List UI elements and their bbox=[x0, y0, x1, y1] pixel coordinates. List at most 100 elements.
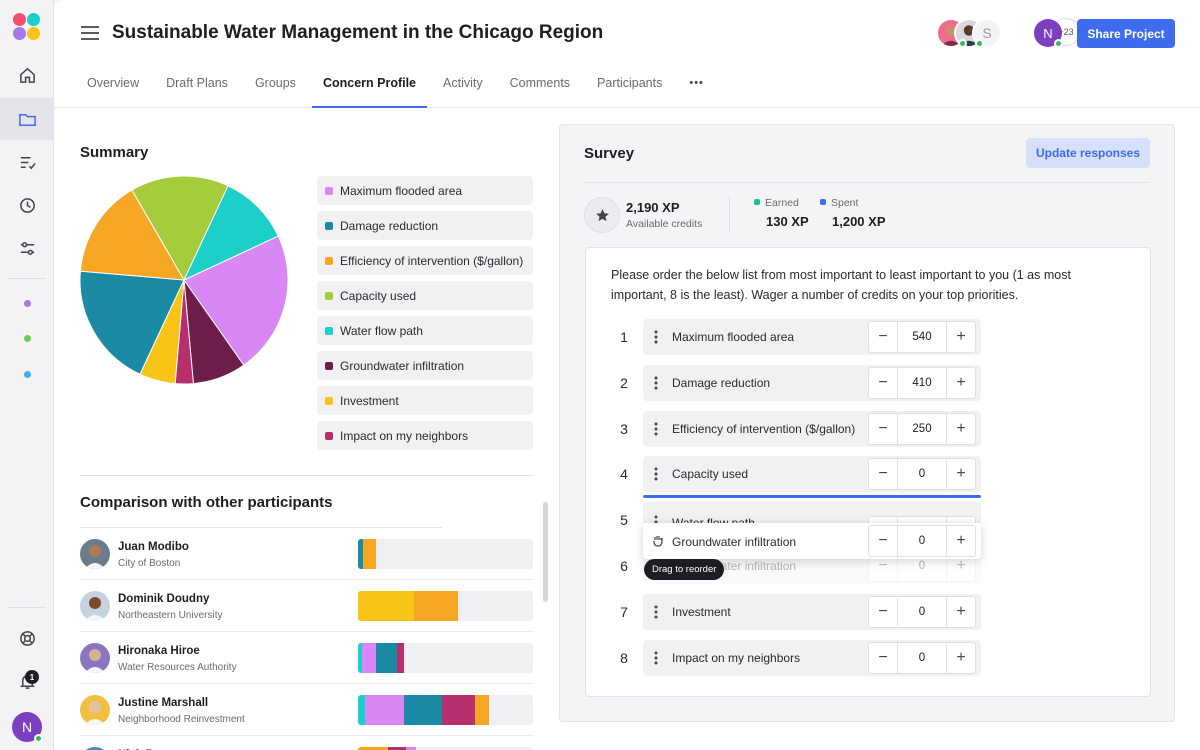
credit-stepper[interactable]: − 0 + bbox=[868, 595, 976, 628]
group-dot-green[interactable] bbox=[24, 335, 31, 342]
drag-handle-icon[interactable] bbox=[653, 514, 659, 524]
legend-item: Impact on my neighbors bbox=[317, 421, 533, 450]
credit-value[interactable]: 0 bbox=[897, 517, 947, 525]
decrement-button[interactable]: − bbox=[878, 648, 888, 666]
drag-handle-icon[interactable] bbox=[653, 329, 659, 345]
decrement-button[interactable]: − bbox=[878, 373, 888, 391]
ranking-card: Please order the below list from most im… bbox=[585, 247, 1151, 697]
credit-value[interactable]: 0 bbox=[897, 551, 947, 581]
credit-stepper[interactable]: − 0 + bbox=[868, 641, 976, 674]
drag-handle-icon[interactable] bbox=[653, 421, 659, 437]
tab-concern-profile[interactable]: Concern Profile bbox=[311, 62, 428, 108]
divider bbox=[729, 197, 730, 233]
update-responses-button[interactable]: Update responses bbox=[1026, 138, 1150, 168]
group-dot-purple[interactable] bbox=[24, 300, 31, 307]
bar-segment bbox=[414, 591, 458, 621]
increment-button[interactable]: + bbox=[956, 532, 966, 549]
credit-value[interactable]: 0 bbox=[897, 459, 947, 490]
bar-segment bbox=[365, 695, 404, 725]
decrement-button[interactable]: − bbox=[878, 465, 888, 483]
participant-row[interactable]: Hironaka Hiroe Water Resources Authority bbox=[80, 632, 534, 684]
scrollbar[interactable] bbox=[543, 502, 548, 602]
credit-value[interactable]: 250 bbox=[897, 413, 947, 444]
drag-tooltip: Drag to reorder bbox=[644, 559, 725, 580]
participant-row[interactable]: Nick B... bbox=[80, 736, 534, 750]
user-initial: N bbox=[21, 719, 33, 735]
online-indicator bbox=[1054, 39, 1063, 48]
credit-stepper[interactable]: − 540 + bbox=[868, 321, 976, 353]
tab-overview[interactable]: Overview bbox=[87, 76, 140, 90]
increment-button[interactable]: + bbox=[956, 328, 966, 345]
credit-stepper[interactable]: − 0 + bbox=[868, 458, 976, 491]
increment-button[interactable]: + bbox=[956, 602, 966, 620]
summary-legend: Maximum flooded area Damage reduction Effi… bbox=[317, 176, 533, 456]
ranking-item[interactable]: Capacity used − 0 + bbox=[643, 456, 981, 493]
participant-row[interactable]: Dominik Doudny Northeastern University bbox=[80, 580, 534, 632]
clock-icon[interactable] bbox=[0, 184, 54, 226]
increment-button[interactable]: + bbox=[956, 648, 966, 666]
credit-value[interactable]: 0 bbox=[897, 596, 947, 627]
decrement-button[interactable]: − bbox=[878, 328, 888, 345]
survey-title: Survey bbox=[584, 145, 635, 162]
credit-stepper[interactable]: − 0 + bbox=[868, 525, 976, 557]
ranking-item[interactable]: Maximum flooded area − 540 + bbox=[643, 319, 981, 355]
participant-row[interactable]: Juan Modibo City of Boston bbox=[80, 528, 534, 580]
credit-stepper[interactable]: − 250 + bbox=[868, 412, 976, 445]
increment-button[interactable]: + bbox=[956, 465, 966, 483]
ranking-item[interactable]: Investment − 0 + bbox=[643, 593, 981, 630]
credit-value[interactable]: 410 bbox=[897, 367, 947, 398]
share-project-button[interactable]: Share Project bbox=[1077, 19, 1175, 48]
bar-segment bbox=[396, 643, 404, 673]
divider bbox=[584, 182, 1150, 183]
group-dot-blue[interactable] bbox=[24, 371, 31, 378]
ranking-item[interactable]: Damage reduction − 410 + bbox=[643, 364, 981, 401]
tab-groups[interactable]: Groups bbox=[254, 76, 296, 90]
ranking-item[interactable]: Impact on my neighbors − 0 + bbox=[643, 639, 981, 676]
credit-value[interactable]: 0 bbox=[897, 526, 947, 556]
drag-handle-icon[interactable] bbox=[653, 604, 659, 620]
more-tabs-icon[interactable]: ••• bbox=[689, 77, 704, 89]
ranking-item-label: Investment bbox=[672, 604, 731, 619]
notification-badge: 1 bbox=[25, 670, 39, 684]
credit-value[interactable]: 0 bbox=[897, 642, 947, 673]
participant-row[interactable]: Justine Marshall Neighborhood Reinvestme… bbox=[80, 684, 534, 736]
tab-participants[interactable]: Participants bbox=[597, 76, 663, 90]
rank-number: 5 bbox=[620, 512, 628, 529]
participant-name: Juan Modibo bbox=[118, 541, 189, 553]
divider bbox=[8, 607, 46, 608]
participant-bar bbox=[358, 643, 533, 673]
sliders-icon[interactable] bbox=[0, 227, 54, 269]
credit-value[interactable]: 540 bbox=[897, 322, 947, 352]
help-icon[interactable] bbox=[0, 617, 54, 659]
checklist-icon[interactable] bbox=[0, 141, 54, 183]
ranking-item[interactable]: Efficiency of intervention ($/gallon) − … bbox=[643, 410, 981, 447]
folder-icon[interactable] bbox=[0, 98, 54, 140]
increment-button[interactable]: + bbox=[956, 373, 966, 391]
rank-number: 8 bbox=[620, 649, 628, 666]
app-logo[interactable] bbox=[13, 13, 41, 41]
decrement-button[interactable]: − bbox=[878, 419, 888, 437]
tab-activity[interactable]: Activity bbox=[443, 76, 483, 90]
online-indicator bbox=[975, 39, 984, 48]
drag-handle-icon[interactable] bbox=[653, 466, 659, 482]
drag-handle-icon[interactable] bbox=[653, 375, 659, 391]
dragging-item[interactable]: Groundwater infiltration − 0 + bbox=[643, 523, 981, 559]
credit-stepper[interactable]: − 410 + bbox=[868, 366, 976, 399]
bar-segment bbox=[475, 695, 490, 725]
decrement-button[interactable]: − bbox=[878, 557, 888, 574]
drag-handle-icon[interactable] bbox=[653, 650, 659, 666]
home-icon[interactable] bbox=[0, 54, 54, 96]
ranking-item[interactable]: Water flow path − 0 + bbox=[643, 502, 981, 525]
tab-draft-plans[interactable]: Draft Plans bbox=[166, 76, 228, 90]
comparison-title: Comparison with other participants bbox=[80, 494, 333, 511]
decrement-button[interactable]: − bbox=[878, 532, 888, 549]
hamburger-menu-icon[interactable] bbox=[80, 24, 100, 42]
increment-button[interactable]: + bbox=[956, 419, 966, 437]
bar-segment bbox=[358, 695, 365, 725]
collaborator-avatars[interactable]: S +23 bbox=[936, 18, 1080, 48]
rank-number: 4 bbox=[620, 466, 628, 483]
increment-button[interactable]: + bbox=[956, 557, 966, 574]
ranking-item-label: Damage reduction bbox=[672, 375, 771, 390]
tab-comments[interactable]: Comments bbox=[509, 76, 571, 90]
decrement-button[interactable]: − bbox=[878, 602, 888, 620]
